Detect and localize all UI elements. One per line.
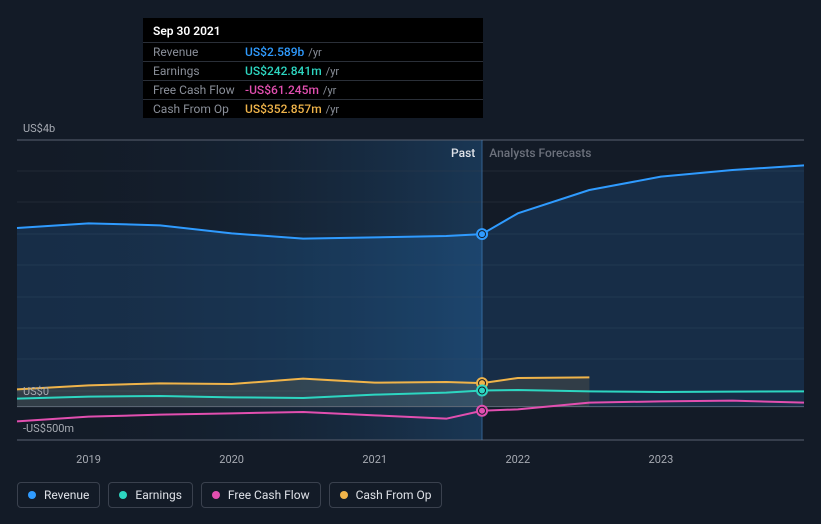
tooltip-row: EarningsUS$242.841m/yr: [143, 61, 483, 80]
legend-item[interactable]: Cash From Op: [329, 482, 443, 508]
tooltip-row-unit: /yr: [308, 46, 321, 59]
legend-item[interactable]: Free Cash Flow: [201, 482, 321, 508]
x-axis-tick: 2019: [76, 453, 101, 466]
y-axis-label: -US$500m: [23, 422, 74, 435]
x-axis-tick: 2022: [505, 453, 530, 466]
chart-tooltip: Sep 30 2021 RevenueUS$2.589b/yrEarningsU…: [143, 18, 483, 118]
split-labels: Past Analysts Forecasts: [451, 146, 591, 160]
past-label: Past: [451, 146, 475, 160]
tooltip-row-value: US$2.589b: [245, 45, 304, 59]
chart-legend: Revenue Earnings Free Cash Flow Cash From O…: [17, 482, 442, 508]
legend-dot-icon: [212, 491, 220, 499]
tooltip-rows: RevenueUS$2.589b/yrEarningsUS$242.841m/y…: [143, 42, 483, 118]
y-axis-label: US$0: [23, 385, 49, 398]
tooltip-row-unit: /yr: [326, 103, 339, 116]
tooltip-row-value: US$352.857m: [245, 102, 322, 116]
legend-label: Revenue: [44, 488, 89, 502]
tooltip-date: Sep 30 2021: [143, 18, 483, 42]
tooltip-row: RevenueUS$2.589b/yr: [143, 42, 483, 61]
tooltip-row-label: Cash From Op: [153, 102, 245, 116]
tooltip-row-label: Earnings: [153, 64, 245, 78]
tooltip-row: Free Cash Flow-US$61.245m/yr: [143, 80, 483, 99]
legend-label: Earnings: [135, 488, 182, 502]
x-axis-tick: 2023: [649, 453, 674, 466]
y-axis-label: US$4b: [23, 122, 55, 135]
legend-item[interactable]: Revenue: [17, 482, 100, 508]
legend-label: Cash From Op: [356, 488, 432, 502]
tooltip-row-label: Free Cash Flow: [153, 83, 245, 97]
tooltip-row-unit: /yr: [323, 84, 336, 97]
x-axis-tick: 2021: [362, 453, 387, 466]
tooltip-row-value: -US$61.245m: [245, 83, 319, 97]
tooltip-row: Cash From OpUS$352.857m/yr: [143, 99, 483, 118]
tooltip-row-value: US$242.841m: [245, 64, 322, 78]
legend-dot-icon: [28, 491, 36, 499]
legend-label: Free Cash Flow: [228, 488, 310, 502]
legend-dot-icon: [119, 491, 127, 499]
x-axis-tick: 2020: [219, 453, 244, 466]
legend-item[interactable]: Earnings: [108, 482, 193, 508]
forecast-label: Analysts Forecasts: [489, 146, 591, 160]
tooltip-row-unit: /yr: [326, 65, 339, 78]
legend-dot-icon: [340, 491, 348, 499]
tooltip-row-label: Revenue: [153, 45, 245, 59]
